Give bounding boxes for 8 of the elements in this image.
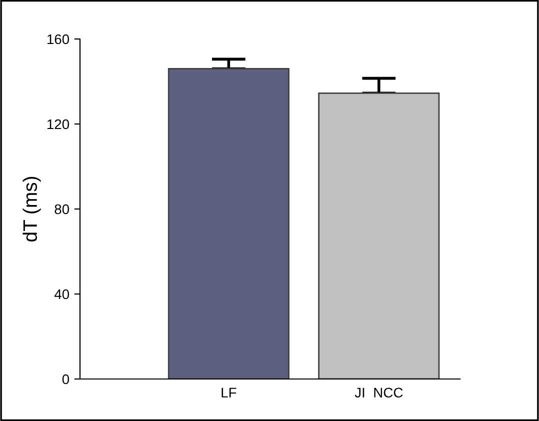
y-tick-label: 40 bbox=[54, 289, 70, 300]
y-tick-label: 160 bbox=[47, 34, 70, 44]
y-axis-title: dT (ms) bbox=[22, 176, 41, 242]
y-tick-label: 0 bbox=[62, 374, 70, 384]
y-tick-label: 80 bbox=[54, 204, 70, 214]
x-tick-label: LF bbox=[222, 388, 236, 398]
x-tick-label: JI NCC bbox=[354, 388, 403, 398]
y-tick-label: 120 bbox=[47, 119, 70, 130]
